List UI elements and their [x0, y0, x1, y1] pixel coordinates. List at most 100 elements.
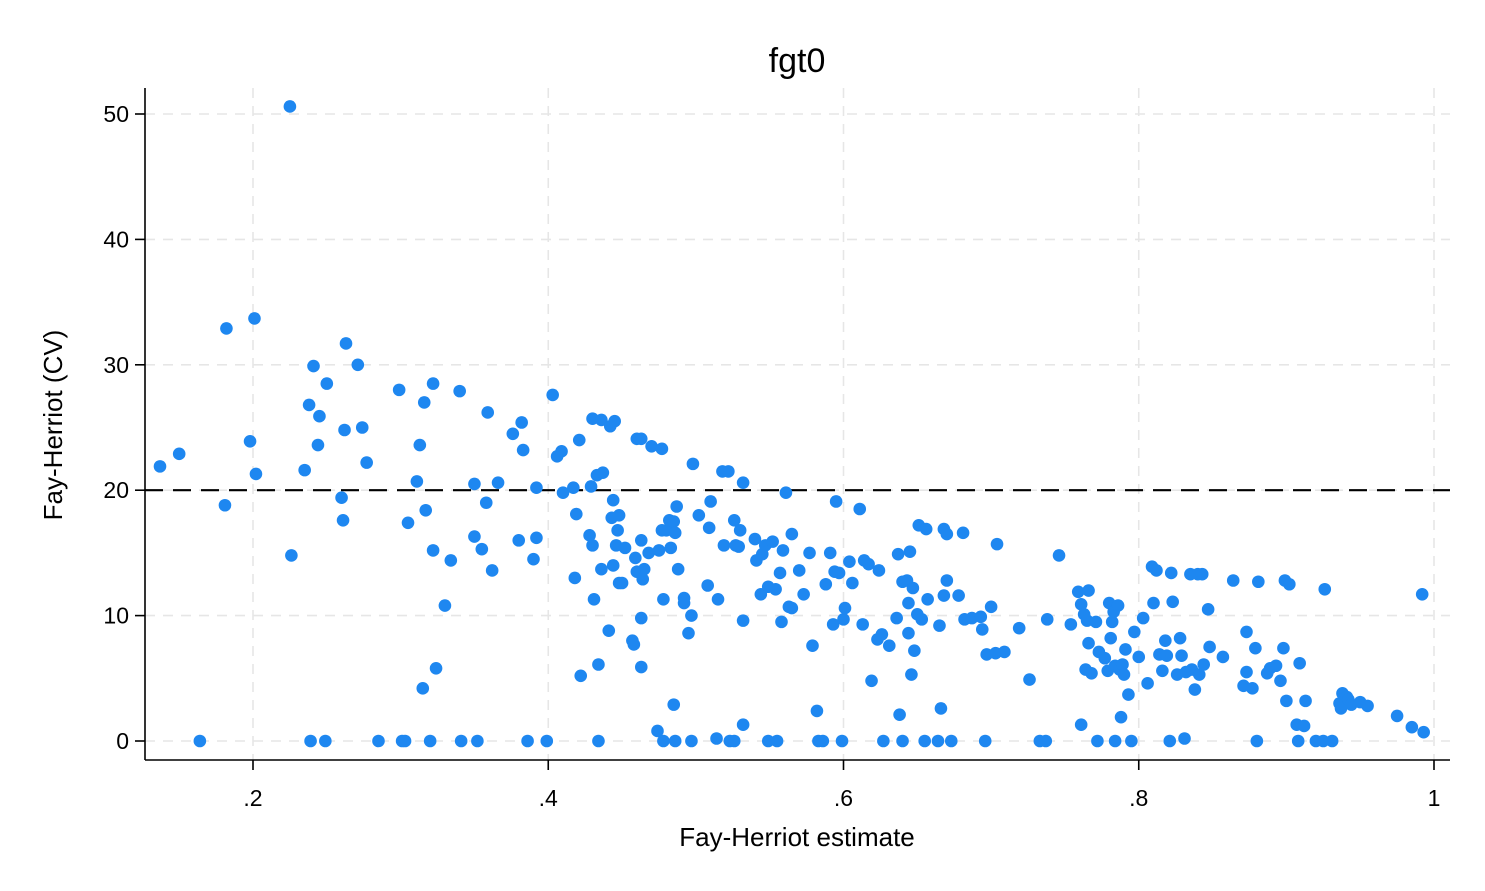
data-point [521, 734, 534, 748]
data-point [468, 477, 481, 491]
data-point [1250, 734, 1264, 748]
data-point [153, 460, 167, 473]
data-point [615, 576, 629, 590]
data-point [829, 495, 843, 508]
data-point [1297, 719, 1311, 733]
data-point [1334, 702, 1348, 715]
data-point [1119, 643, 1132, 656]
data-point [701, 579, 714, 592]
data-point [1108, 734, 1122, 748]
data-point [506, 427, 520, 441]
data-point [313, 409, 326, 423]
data-point [1226, 574, 1240, 587]
data-point [569, 507, 583, 521]
data-point [595, 562, 608, 576]
data-point [311, 438, 325, 452]
data-point [792, 564, 806, 577]
data-point [667, 515, 681, 528]
data-point [218, 498, 232, 512]
data-point [596, 466, 610, 479]
data-point [1098, 651, 1112, 665]
data-point [583, 529, 596, 542]
data-point [636, 572, 650, 586]
data-point [766, 535, 779, 548]
data-point [1122, 688, 1135, 701]
data-point [1071, 585, 1085, 599]
data-point [530, 531, 543, 545]
data-point [823, 546, 837, 560]
data-point [877, 734, 890, 748]
data-point [704, 495, 717, 508]
data-point [872, 564, 886, 577]
data-point [360, 456, 373, 469]
data-point [1023, 673, 1036, 686]
data-point [438, 599, 452, 612]
x-tick-label: .6 [834, 785, 853, 811]
data-point [637, 562, 651, 576]
data-point [634, 660, 648, 674]
data-point [990, 537, 1004, 551]
x-tick-label: .4 [539, 785, 558, 811]
data-point [423, 734, 437, 748]
data-point [516, 443, 530, 457]
data-point [779, 486, 793, 500]
data-point [527, 552, 540, 566]
data-point [905, 668, 918, 681]
y-axis-label: Fay-Herriot (CV) [38, 330, 68, 521]
data-point [567, 481, 580, 494]
data-point [307, 359, 320, 373]
data-point [770, 734, 784, 748]
data-point [416, 682, 430, 695]
data-point [320, 377, 334, 390]
data-point [711, 592, 725, 606]
data-point [556, 486, 570, 500]
data-point [956, 526, 970, 540]
x-axis-label: Fay-Herriot estimate [679, 822, 915, 852]
data-point [785, 527, 799, 541]
data-point [417, 396, 431, 409]
data-point [773, 566, 787, 580]
data-point [372, 734, 385, 748]
data-point [727, 513, 741, 527]
data-point [634, 432, 648, 446]
data-point [574, 669, 588, 683]
data-point [426, 377, 440, 390]
data-point [1280, 694, 1293, 708]
data-point [1091, 734, 1104, 748]
data-point [1104, 631, 1118, 645]
data-point [1082, 584, 1095, 597]
data-point [1147, 596, 1160, 610]
grid-layer [145, 88, 1450, 760]
data-point [685, 609, 698, 622]
data-point [891, 547, 905, 561]
data-point [1293, 656, 1306, 670]
data-point [479, 496, 493, 510]
data-point [618, 541, 632, 555]
data-point [692, 508, 706, 522]
data-point [1089, 615, 1103, 629]
data-point [835, 734, 849, 748]
data-point [776, 544, 790, 557]
data-point [785, 601, 799, 615]
data-point [429, 661, 443, 675]
data-point [806, 639, 819, 652]
data-point [586, 539, 599, 552]
data-point [655, 442, 669, 456]
data-point [657, 592, 670, 606]
data-point [853, 502, 867, 516]
data-point [668, 734, 682, 748]
data-point [351, 358, 365, 372]
data-point [919, 522, 933, 536]
data-point [336, 513, 350, 527]
data-point [1175, 649, 1188, 663]
data-point [1291, 734, 1305, 748]
data-point [1064, 618, 1078, 631]
data-point [634, 611, 648, 625]
data-point [1105, 615, 1119, 629]
data-point [338, 423, 351, 437]
data-point [1156, 664, 1169, 678]
data-point [1125, 734, 1138, 748]
data-point [1074, 718, 1088, 731]
data-point [903, 545, 917, 558]
